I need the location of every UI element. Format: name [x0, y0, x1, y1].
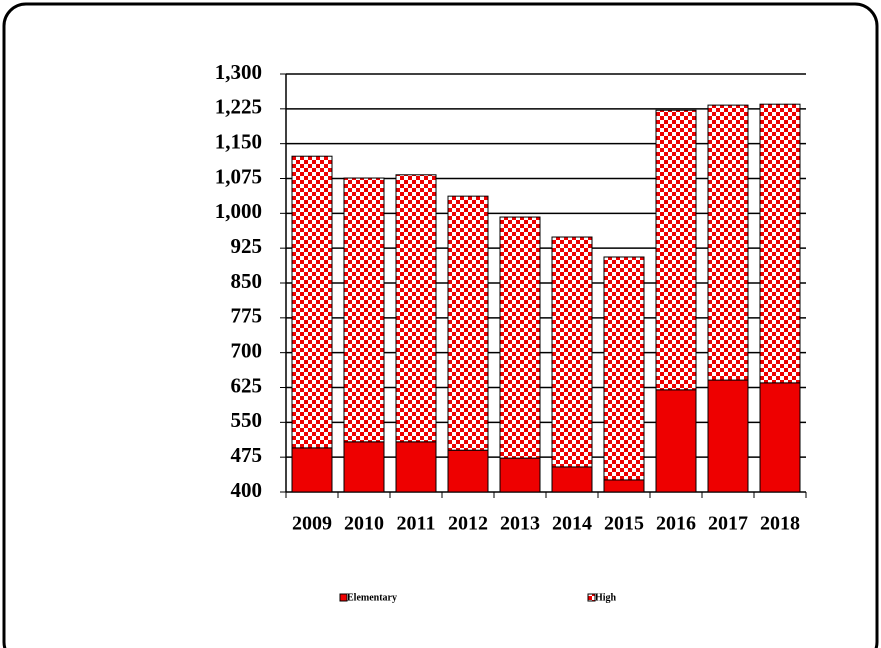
bar-segment [759, 382, 801, 493]
legend-label: Elementary [347, 592, 397, 603]
y-tick-label: 1,000 [215, 199, 262, 223]
bar-segment [343, 177, 385, 443]
y-tick-label: 1,075 [215, 164, 262, 188]
x-tick-label: 2011 [397, 513, 436, 535]
bar-segment [655, 109, 697, 391]
x-tick-label: 2018 [760, 513, 800, 535]
legend-label: High [595, 592, 617, 603]
x-tick-label: 2012 [448, 513, 488, 535]
y-tick-label: 1,225 [215, 95, 262, 119]
y-tick-label: 625 [231, 373, 263, 397]
y-tick-label: 775 [231, 304, 263, 328]
bar-segment [603, 479, 645, 493]
bar-segment [291, 447, 333, 493]
y-tick-label: 850 [231, 269, 263, 293]
y-tick-label: 925 [231, 234, 263, 258]
bar-segment [447, 195, 489, 451]
bar-segment [603, 256, 645, 481]
bar-segment [395, 174, 437, 443]
y-tick-label: 1,300 [215, 60, 262, 84]
x-tick-label: 2015 [604, 513, 644, 535]
bar-segment [499, 216, 541, 459]
bar-segment [343, 441, 385, 493]
legend-swatch [339, 593, 348, 602]
bar-segment [499, 457, 541, 493]
y-tick-label: 475 [231, 443, 263, 467]
bar-segment [551, 236, 593, 468]
bar-segment [707, 104, 749, 381]
bar-segment [291, 155, 333, 449]
x-tick-label: 2013 [500, 513, 540, 535]
y-tick-label: 400 [231, 478, 263, 502]
x-tick-label: 2010 [344, 513, 384, 535]
x-tick-label: 2009 [292, 513, 332, 535]
x-tick-label: 2014 [552, 513, 592, 535]
bar-segment [759, 103, 801, 384]
bar-segment [447, 449, 489, 493]
y-tick-label: 550 [231, 408, 263, 432]
x-tick-label: 2017 [708, 513, 748, 535]
y-tick-label: 1,150 [215, 129, 262, 153]
legend-swatch [587, 593, 596, 602]
bar-segment [551, 466, 593, 493]
bar-segment [395, 441, 437, 493]
x-tick-label: 2016 [656, 513, 696, 535]
bar-segment [707, 379, 749, 493]
y-tick-label: 700 [231, 338, 263, 362]
bar-segment [655, 389, 697, 493]
